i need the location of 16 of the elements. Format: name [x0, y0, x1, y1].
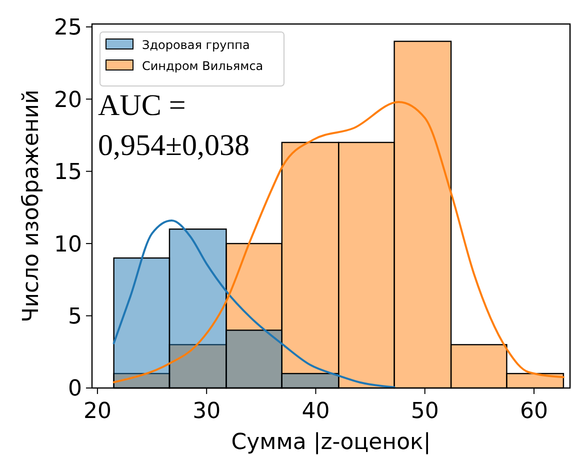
legend-label: Здоровая группа [142, 38, 250, 52]
y-tick-label: 25 [54, 16, 82, 41]
x-tick-label: 50 [410, 399, 439, 424]
y-tick-label: 10 [54, 232, 82, 258]
y-tick-label: 0 [68, 376, 82, 402]
y-tick-label: 5 [68, 304, 82, 330]
x-axis-title: Сумма |z-оценок| [231, 430, 431, 455]
x-tick-label: 60 [520, 399, 548, 424]
y-tick-label: 15 [54, 160, 82, 186]
legend-label: Синдром Вильямса [142, 59, 264, 73]
annotation: AUC = 0,954±0,038 [98, 89, 250, 162]
x-tick-label: 30 [192, 399, 221, 424]
x-tick-label: 40 [302, 399, 330, 424]
y-axis-title: Число изображений [19, 90, 44, 322]
line-series [112, 219, 396, 388]
y-tick-label: 20 [54, 88, 82, 113]
